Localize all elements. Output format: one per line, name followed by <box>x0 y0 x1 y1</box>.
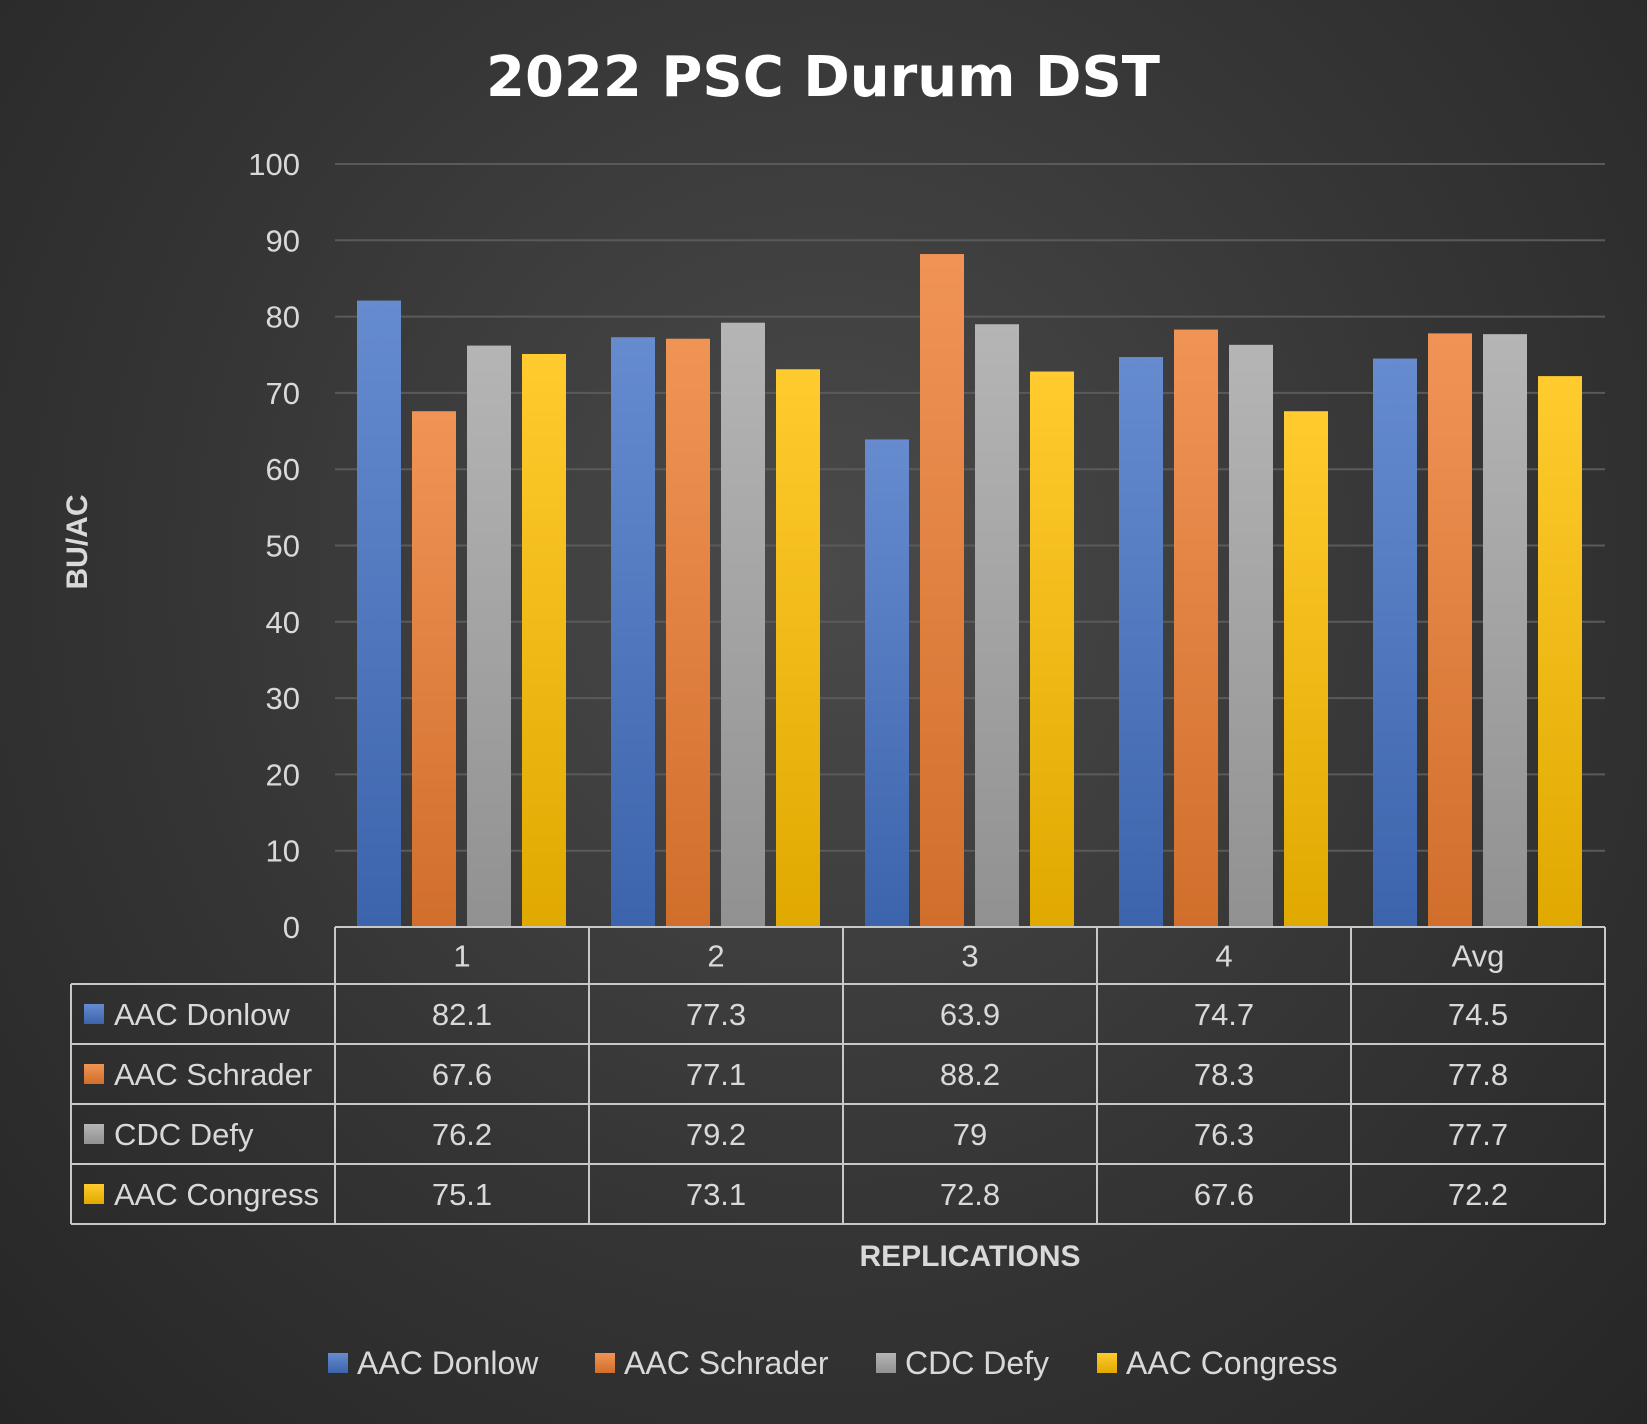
legend-label: AAC Schrader <box>624 1345 829 1381</box>
y-tick-label: 60 <box>266 452 300 487</box>
table-row-label: AAC Schrader <box>114 1057 312 1092</box>
table-legend-key <box>84 1064 104 1084</box>
table-row-label: AAC Congress <box>114 1177 319 1212</box>
bar <box>1229 344 1273 927</box>
legend-swatch <box>328 1353 348 1373</box>
bar <box>666 338 710 927</box>
table-row-label: AAC Donlow <box>114 997 290 1032</box>
x-tick-label: 3 <box>961 939 978 974</box>
table-legend-key <box>84 1004 104 1024</box>
legend-swatch <box>595 1353 615 1373</box>
table-cell-value: 74.5 <box>1448 997 1508 1032</box>
legend-label: AAC Donlow <box>357 1345 539 1381</box>
table-cell-value: 67.6 <box>432 1057 492 1092</box>
bar <box>776 369 820 927</box>
table-cell-value: 74.7 <box>1194 997 1254 1032</box>
y-tick-label: 30 <box>266 681 300 716</box>
bar <box>1119 357 1163 927</box>
x-tick-label: Avg <box>1452 939 1505 974</box>
table-cell-value: 75.1 <box>432 1177 492 1212</box>
x-tick-label: 2 <box>707 939 724 974</box>
table-legend-key <box>84 1184 104 1204</box>
bar <box>1284 411 1328 927</box>
table-cell-value: 76.2 <box>432 1117 492 1152</box>
y-tick-label: 10 <box>266 834 300 869</box>
bar <box>865 439 909 927</box>
table-cell-value: 72.8 <box>940 1177 1000 1212</box>
table-row-label: CDC Defy <box>114 1117 254 1152</box>
bar <box>1373 358 1417 927</box>
legend-swatch <box>1097 1353 1117 1373</box>
bar <box>522 353 566 927</box>
table-cell-value: 79 <box>953 1117 987 1152</box>
table-cell-value: 78.3 <box>1194 1057 1254 1092</box>
bar <box>975 324 1019 928</box>
table-cell-value: 77.7 <box>1448 1117 1508 1152</box>
table-cell-value: 76.3 <box>1194 1117 1254 1152</box>
table-cell-value: 77.3 <box>686 997 746 1032</box>
data-table: 1 2 3 4 Avg AAC Donlow 82.1 77.3 63.9 74.7 74.5 AAC… <box>70 926 1606 1225</box>
bar <box>467 345 511 927</box>
y-tick-label: 70 <box>266 376 300 411</box>
legend-label: CDC Defy <box>905 1345 1049 1381</box>
bar <box>920 254 964 927</box>
bar <box>1428 333 1472 927</box>
x-tick-label: 1 <box>453 939 470 974</box>
y-tick-label: 80 <box>266 300 300 335</box>
table-cell-value: 72.2 <box>1448 1177 1508 1212</box>
y-tick-label: 50 <box>266 529 300 564</box>
bar <box>611 337 655 927</box>
y-tick-label: 100 <box>248 147 300 182</box>
table-cell-value: 63.9 <box>940 997 1000 1032</box>
y-tick-label: 0 <box>283 910 300 945</box>
bar <box>1030 371 1074 927</box>
table-cell-value: 77.1 <box>686 1057 746 1092</box>
bars <box>357 254 1582 928</box>
y-tick-label: 90 <box>266 223 300 258</box>
bar <box>1538 376 1582 927</box>
legend-label: AAC Congress <box>1126 1345 1338 1381</box>
table-cell-value: 67.6 <box>1194 1177 1254 1212</box>
table-cell-value: 73.1 <box>686 1177 746 1212</box>
table-cell-value: 79.2 <box>686 1117 746 1152</box>
y-tick-label: 40 <box>266 605 300 640</box>
bar <box>1174 329 1218 927</box>
bar <box>357 300 401 927</box>
y-tick-label: 20 <box>266 757 300 792</box>
bar <box>1483 334 1527 927</box>
legend: AAC Donlow AAC Schrader CDC Defy AAC Congre… <box>328 1345 1338 1381</box>
bar <box>412 411 456 927</box>
y-axis-title: BU/AC <box>61 495 94 590</box>
x-tick-label: 4 <box>1215 939 1232 974</box>
bar <box>721 322 765 928</box>
y-axis-ticks: 0 10 20 30 40 50 60 70 80 90 100 <box>248 147 300 945</box>
legend-swatch <box>876 1353 896 1373</box>
x-axis-title: REPLICATIONS <box>859 1240 1080 1273</box>
chart-title: 2022 PSC Durum DST <box>486 45 1160 110</box>
table-cell-value: 88.2 <box>940 1057 1000 1092</box>
table-cell-value: 77.8 <box>1448 1057 1508 1092</box>
table-legend-key <box>84 1124 104 1144</box>
table-cell-value: 82.1 <box>432 997 492 1032</box>
